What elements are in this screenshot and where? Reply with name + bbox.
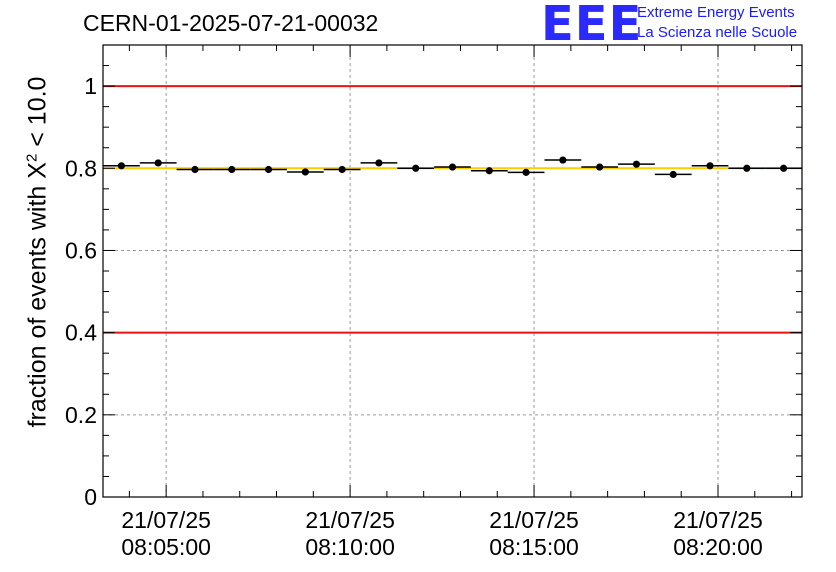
data-point-marker — [264, 165, 273, 174]
x-tick-label: 21/07/25 08:15:00 — [469, 507, 599, 561]
data-point — [544, 156, 582, 164]
data-point-marker — [117, 162, 125, 170]
data-point-marker — [780, 164, 788, 172]
data-point — [139, 159, 177, 167]
data-point — [691, 162, 729, 170]
data-point-marker — [338, 165, 346, 174]
y-axis-label-symbol: X — [23, 162, 52, 179]
x-tick-label: 21/07/25 08:05:00 — [101, 507, 231, 561]
data-point-marker — [669, 170, 677, 179]
x-tick-time: 08:15:00 — [489, 534, 579, 560]
y-axis-label-prefix: fraction of events with — [23, 178, 52, 428]
x-tick-label: 21/07/25 08:20:00 — [653, 507, 783, 561]
x-tick-time: 08:10:00 — [305, 534, 395, 560]
axes — [102, 44, 803, 498]
plot-frame — [102, 44, 803, 498]
x-tick-label: 21/07/25 08:10:00 — [285, 507, 415, 561]
eee-logo: EEE — [541, 0, 643, 52]
y-axis-label: fraction of events with X2 < 10.0 — [23, 77, 52, 428]
data-point — [618, 160, 655, 168]
data-points — [103, 156, 802, 179]
reference-lines — [103, 85, 802, 334]
data-point — [434, 163, 471, 171]
data-point-marker — [191, 165, 199, 174]
data-point-marker — [743, 164, 751, 172]
x-tick-date: 21/07/25 — [489, 507, 579, 533]
x-tick-time: 08:05:00 — [121, 534, 211, 560]
chart-title: CERN-01-2025-07-21-00032 — [83, 10, 379, 36]
x-tick-date: 21/07/25 — [121, 507, 211, 533]
data-point-marker — [632, 160, 641, 168]
x-tick-date: 21/07/25 — [305, 507, 395, 533]
data-point — [470, 167, 508, 175]
data-point-marker — [522, 168, 530, 176]
data-point — [728, 164, 766, 172]
data-point-marker — [412, 164, 420, 172]
data-point — [397, 164, 435, 172]
logo-line-2: La Scienza nelle Scuole — [637, 24, 798, 41]
logo-line-1: Extreme Energy Events — [637, 4, 795, 21]
data-point-marker — [485, 167, 493, 175]
grid — [103, 45, 802, 497]
data-point — [360, 159, 398, 167]
y-tick-label: 1 — [84, 73, 97, 99]
y-tick-label: 0.6 — [65, 237, 97, 263]
data-point-marker — [448, 163, 457, 171]
y-tick-label: 0.4 — [65, 320, 97, 346]
data-point-marker — [228, 165, 236, 174]
y-axis-label-superscript: 2 — [23, 153, 41, 163]
data-point — [213, 165, 251, 174]
y-tick-label: 0.8 — [65, 155, 97, 181]
data-point-marker — [706, 162, 714, 170]
data-point — [654, 170, 692, 179]
data-point — [250, 165, 287, 174]
data-point-marker — [596, 163, 604, 171]
data-point — [103, 162, 140, 170]
data-point — [507, 168, 545, 176]
data-point — [581, 163, 619, 171]
y-axis-label-suffix: < 10.0 — [23, 76, 52, 154]
y-tick-labels: 0 0.2 0.4 0.6 0.8 1 — [65, 73, 97, 510]
data-point-marker — [375, 159, 383, 167]
data-point — [176, 165, 214, 174]
data-point — [323, 165, 361, 174]
data-point — [286, 168, 324, 176]
y-tick-label: 0.2 — [65, 402, 97, 428]
x-tick-time: 08:20:00 — [673, 534, 763, 560]
data-point-marker — [559, 156, 567, 164]
x-tick-date: 21/07/25 — [673, 507, 763, 533]
data-point-marker — [301, 168, 309, 176]
data-point-marker — [154, 159, 162, 167]
y-tick-label: 0 — [84, 484, 97, 510]
